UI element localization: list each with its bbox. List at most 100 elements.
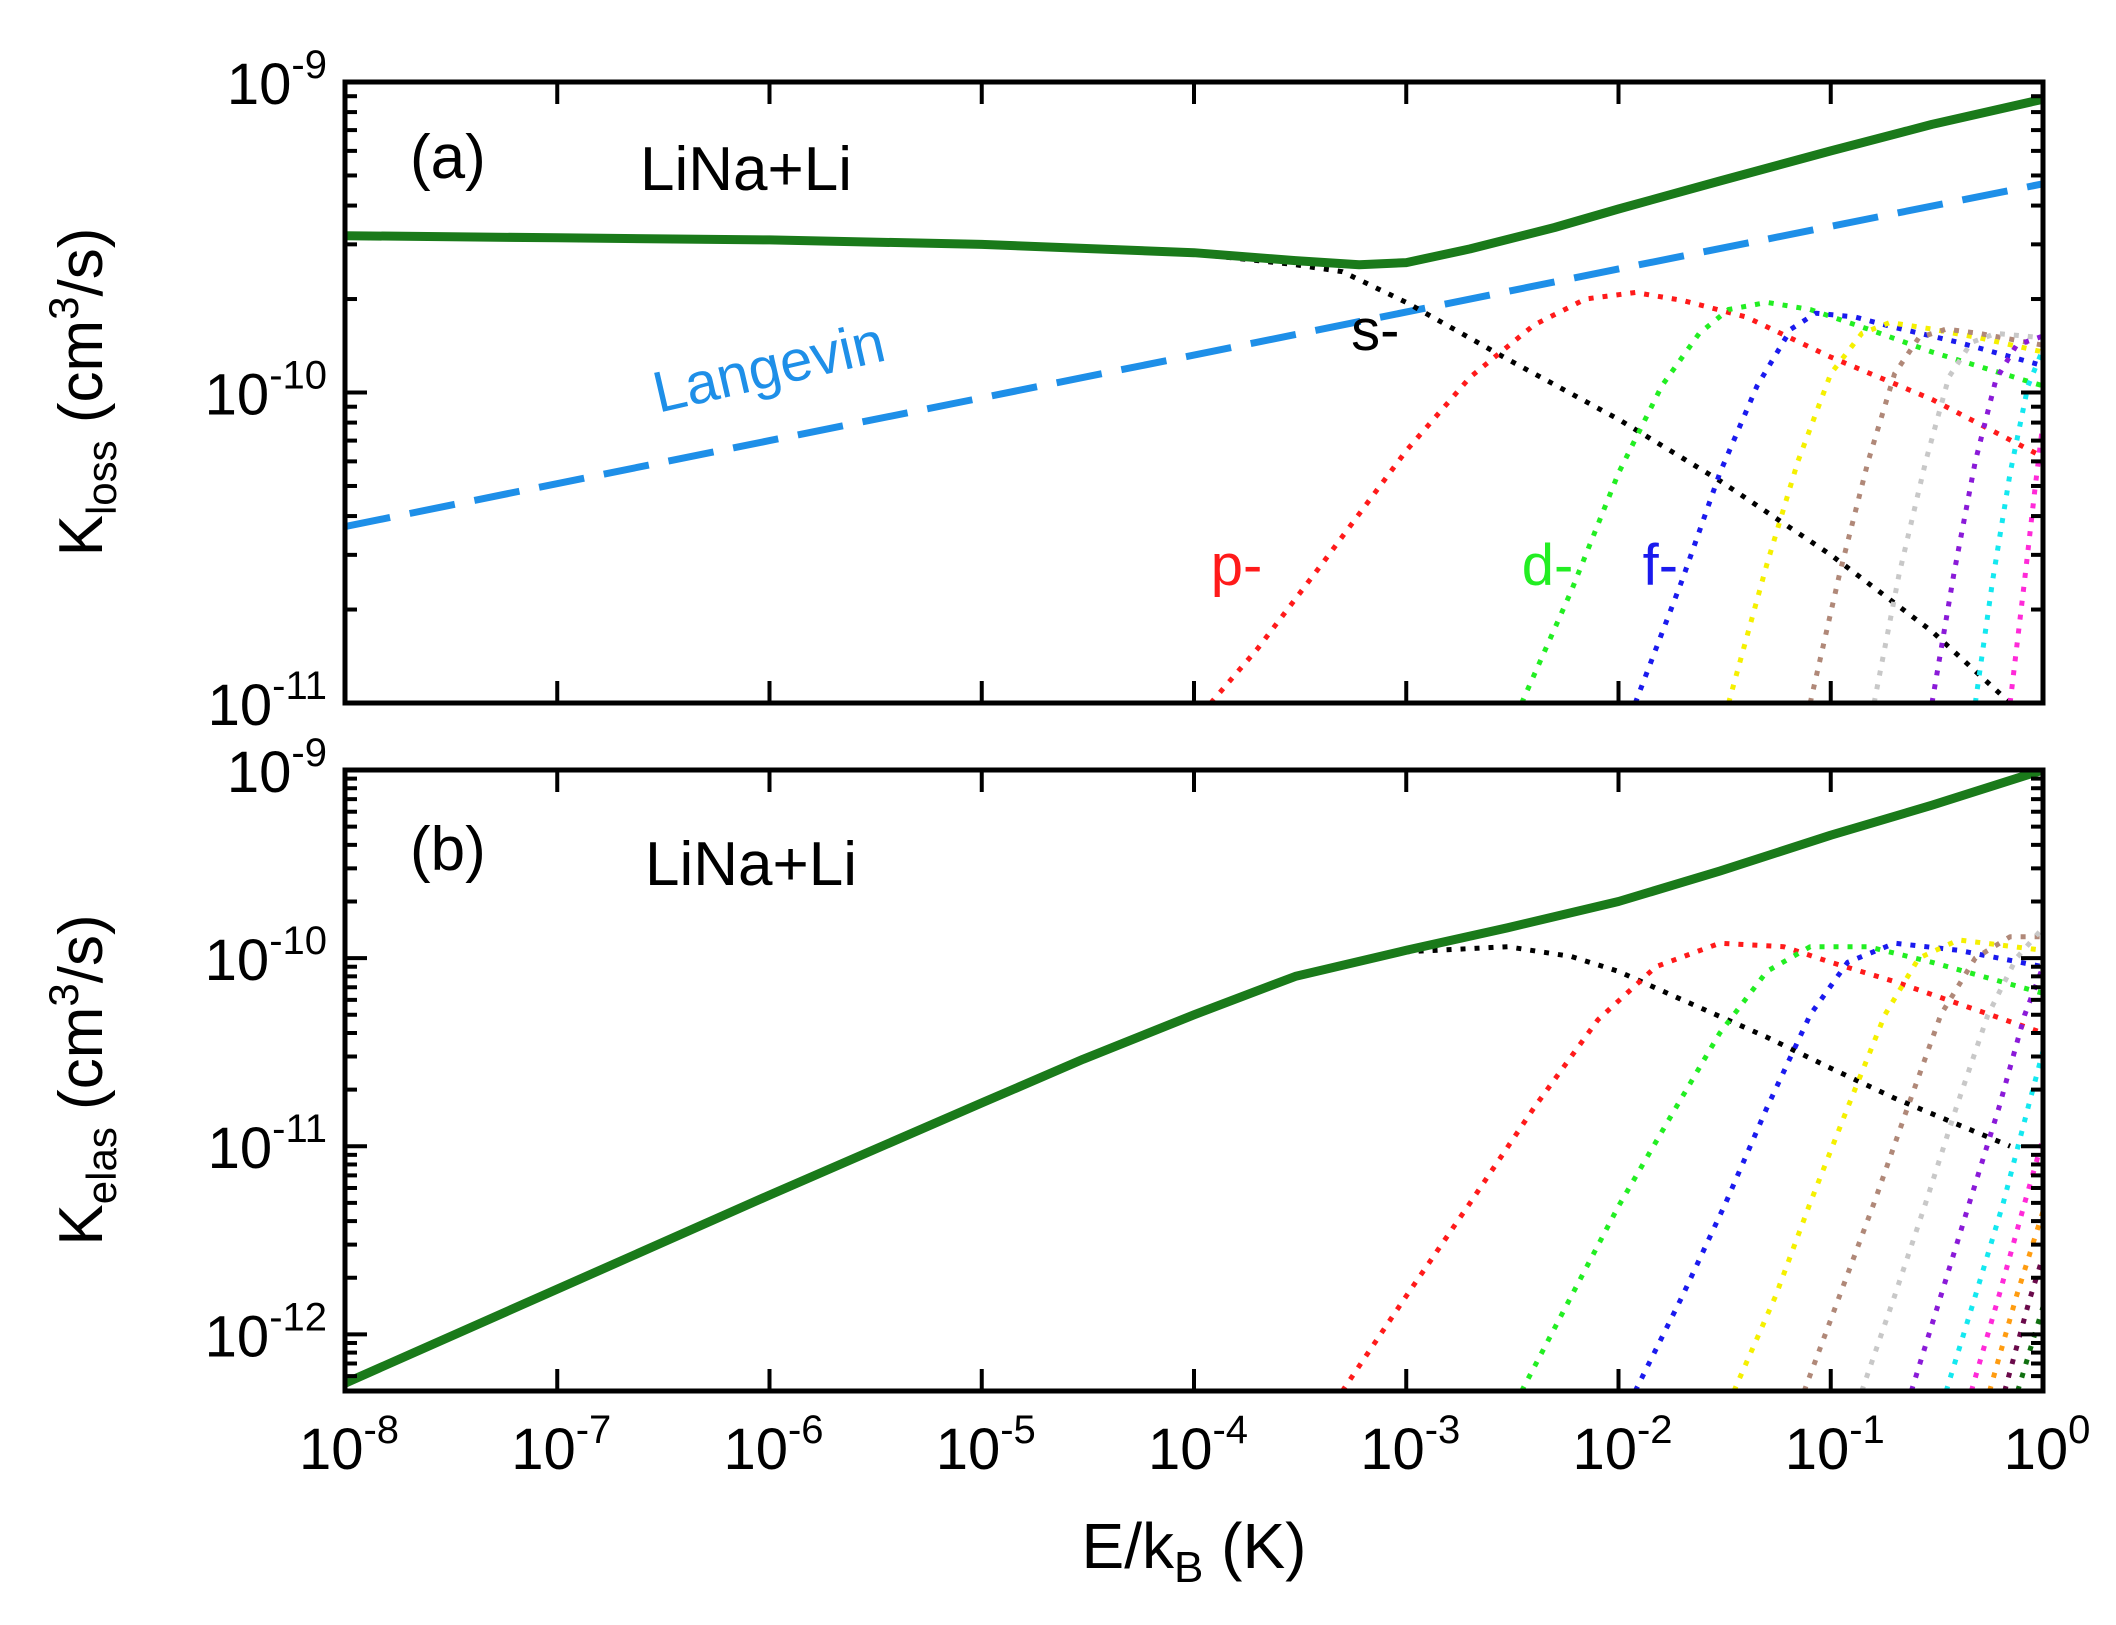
- panel-a-series-f-line: [1632, 310, 2043, 703]
- x-tick-label: 10-4: [1148, 1408, 1248, 1482]
- panel-a-y-axis-label: Kloss (cm3/s): [40, 228, 125, 557]
- x-axis-label: E/kB (K): [1082, 1510, 1307, 1592]
- annotation-f: f-: [1643, 533, 1678, 598]
- tick-base: 10: [936, 1417, 1001, 1482]
- panel-a-ylabel-unit-pre: (cm: [47, 320, 116, 441]
- panel-b-series-d-line: [1519, 944, 2043, 1391]
- panel-a-y-tick-label: 10-10: [205, 354, 327, 428]
- panel-a-frame: [342, 79, 2046, 706]
- panel-b-y-axis-label: Kelas (cm3/s): [40, 914, 125, 1245]
- annotation-langevin: Langevin: [647, 309, 891, 425]
- panel-a-ylabel-sub: loss: [78, 440, 125, 515]
- panel-b-series-p-line: [1340, 940, 2043, 1391]
- tick-exponent: -3: [1425, 1408, 1461, 1452]
- panel-b-series-m-line: [1987, 1210, 2043, 1391]
- x-tick-labels: 10-8 10-7 10-6 10-5 10-4 10-3 10-2 10-1 100: [299, 1408, 2090, 1482]
- tick-exponent: -11: [272, 1107, 327, 1151]
- panel-b-frame: [342, 767, 2046, 1394]
- panel-a-series-s-line: [345, 233, 2012, 703]
- panel-a-y-tick-label: 10-9: [227, 43, 327, 117]
- panel-b-y-tick-label: 10-11: [208, 1107, 327, 1181]
- annotation-d: d-: [1522, 533, 1574, 598]
- tick-base: 10: [208, 673, 273, 738]
- x-tick-label: 10-7: [511, 1408, 611, 1482]
- panel-b-series-g-line: [1731, 937, 2043, 1391]
- panel-b-system-label: LiNa+Li: [645, 830, 857, 899]
- panel-b-series-s-line: [1294, 944, 2012, 1149]
- panel-b-ylabel-unit-post: /s): [47, 914, 116, 983]
- panel-a-series-d-line: [1519, 299, 2043, 703]
- tick-base: 10: [227, 52, 292, 117]
- panel-a-series-langevin-line: [345, 180, 2043, 531]
- annotation-p: p-: [1211, 533, 1263, 598]
- x-tick-label: 10-1: [1785, 1408, 1885, 1482]
- tick-exponent: -12: [269, 1295, 327, 1339]
- tick-exponent: -10: [269, 919, 327, 963]
- tick-base: 10: [511, 1417, 576, 1482]
- panel-b-ticks: [343, 768, 2045, 1393]
- panel-b-ylabel-sub: elas: [78, 1127, 125, 1204]
- panel-b-ylabel-unit-pre: (cm: [47, 1007, 116, 1128]
- tick-exponent: -9: [291, 43, 327, 87]
- x-tick-label: 10-3: [1360, 1408, 1460, 1482]
- tick-exponent: -9: [291, 731, 327, 775]
- x-tick-label: 10-6: [723, 1408, 823, 1482]
- panel-b-series-f-line: [1633, 940, 2043, 1391]
- tick-exponent: -5: [1000, 1408, 1036, 1452]
- panel-b-series-k-line: [1943, 1050, 2043, 1391]
- xlabel-tail: (K): [1203, 1510, 1306, 1582]
- panel-b-ylabel-main: K: [47, 1204, 116, 1245]
- panel-b-series: [345, 770, 2043, 1391]
- tick-exponent: -6: [788, 1408, 824, 1452]
- panel-a-series-i-line: [1871, 330, 2043, 703]
- panel-b-series-h-line: [1801, 934, 2043, 1391]
- panel-a-series: [345, 94, 2043, 703]
- panel-a-ylabel-unit-post: /s): [47, 228, 116, 297]
- tick-base: 10: [723, 1417, 788, 1482]
- panel-b-series-l-line: [1968, 1137, 2043, 1391]
- tick-base: 10: [1148, 1417, 1213, 1482]
- panel-b-series-n-line: [2002, 1255, 2043, 1391]
- tick-exponent: 0: [2068, 1408, 2090, 1452]
- panel-b-y-tick-label: 10-12: [205, 1295, 327, 1369]
- panel-b-series-i-line: [1859, 926, 2043, 1391]
- x-tick-label: 10-8: [299, 1408, 399, 1482]
- panel-a-label: (a): [410, 123, 486, 192]
- panel-b-y-tick-label: 10-10: [205, 919, 327, 993]
- panel-b-ylabel-sup: 3: [40, 983, 87, 1006]
- tick-base: 10: [205, 363, 270, 428]
- annotation-s: s-: [1351, 298, 1399, 363]
- panel-a-series-p-line: [1208, 290, 2043, 703]
- tick-base: 10: [227, 740, 292, 805]
- tick-exponent: -2: [1637, 1408, 1673, 1452]
- xlabel-main: E/k: [1082, 1510, 1175, 1582]
- tick-base: 10: [208, 1116, 273, 1181]
- tick-base: 10: [299, 1417, 364, 1482]
- panel-a-series-g-line: [1726, 320, 2043, 703]
- tick-base: 10: [1785, 1417, 1850, 1482]
- panel-a-series-h-line: [1807, 326, 2043, 703]
- x-tick-label: 10-2: [1572, 1408, 1672, 1482]
- xlabel-sub: B: [1174, 1543, 1203, 1592]
- tick-exponent: -7: [576, 1408, 612, 1452]
- tick-exponent: -1: [1849, 1408, 1885, 1452]
- tick-exponent: -11: [272, 664, 327, 708]
- panel-a-annotations: Langevin s-p-d-f-: [647, 298, 1678, 598]
- tick-exponent: -4: [1212, 1408, 1248, 1452]
- panel-b-series-total-line: [345, 770, 2043, 1388]
- panel-a-ticks: [343, 80, 2045, 705]
- panel-a-y-tick-label: 10-11: [208, 664, 327, 738]
- tick-base: 10: [1572, 1417, 1637, 1482]
- tick-exponent: -8: [363, 1408, 399, 1452]
- tick-exponent: -10: [269, 354, 327, 398]
- panel-a-ylabel-main: K: [47, 515, 116, 556]
- tick-base: 10: [2004, 1417, 2069, 1482]
- panel-a-series-k-line: [1972, 348, 2043, 703]
- tick-base: 10: [1360, 1417, 1425, 1482]
- panel-a-ylabel-sup: 3: [40, 296, 87, 319]
